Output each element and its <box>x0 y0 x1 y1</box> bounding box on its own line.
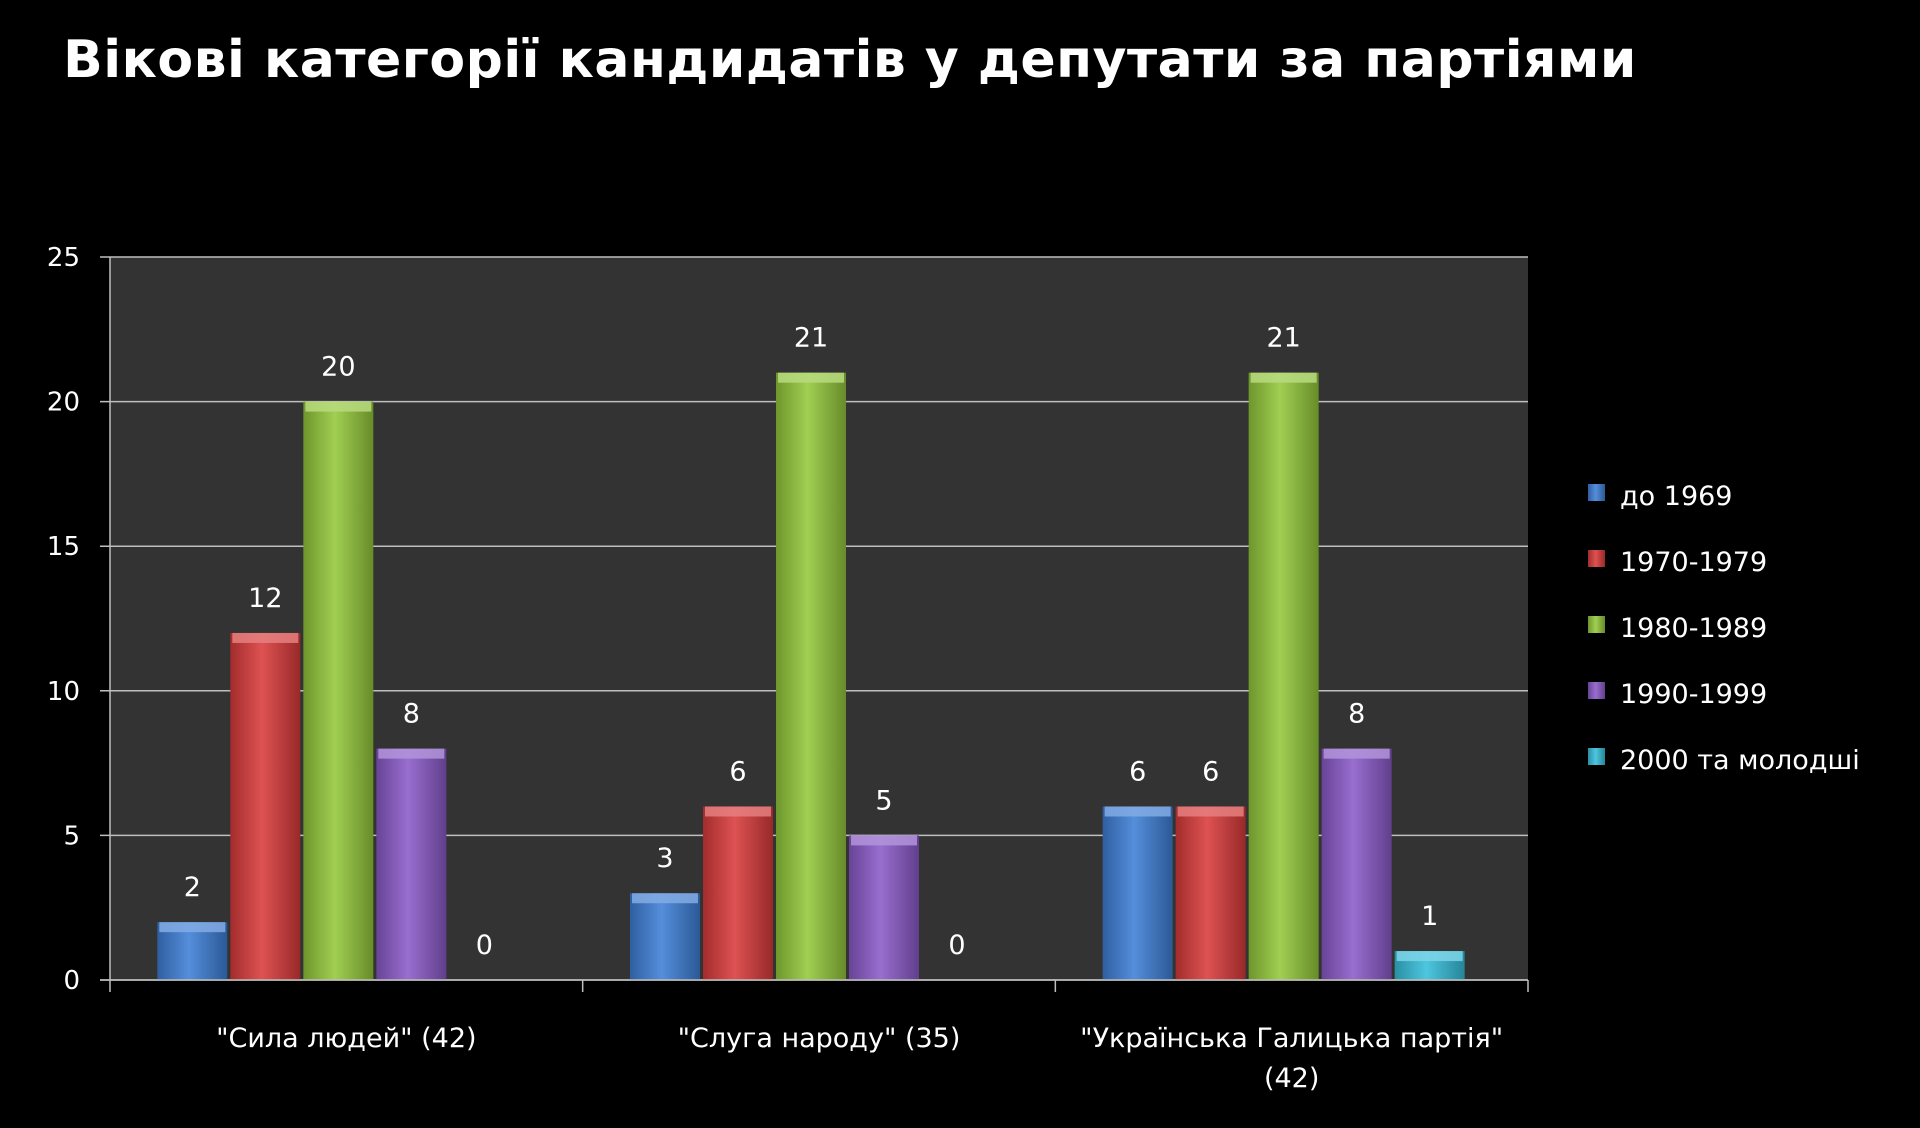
legend-label: 2000 та молодші <box>1620 745 1860 776</box>
chart-title: Вікові категорії кандидатів у депутати з… <box>63 30 1637 90</box>
bar <box>703 806 773 980</box>
bar <box>303 401 374 981</box>
y-tick-label: 20 <box>47 388 80 418</box>
bar <box>849 835 919 980</box>
bar-highlight <box>1104 806 1171 817</box>
y-tick-label: 15 <box>47 532 80 562</box>
data-label: 6 <box>1202 756 1219 787</box>
data-label: 6 <box>729 756 746 787</box>
bar <box>376 748 447 980</box>
y-tick-label: 10 <box>47 677 80 707</box>
data-label: 8 <box>1348 699 1365 730</box>
bar <box>776 372 846 980</box>
data-label: 6 <box>1129 756 1146 787</box>
data-label: 21 <box>794 323 828 354</box>
bar-highlight <box>1250 372 1317 383</box>
y-tick-label: 0 <box>63 966 80 996</box>
bar-highlight <box>705 806 771 817</box>
bar-highlight <box>305 401 372 412</box>
bar-highlight <box>232 632 299 643</box>
data-label: 8 <box>403 699 420 730</box>
data-label: 1 <box>1421 901 1438 932</box>
bar-highlight <box>1177 806 1244 817</box>
bar <box>630 893 700 980</box>
bar-highlight <box>1323 748 1390 759</box>
bar-highlight <box>1396 951 1463 962</box>
y-tick-label: 25 <box>47 243 80 273</box>
data-label: 5 <box>875 785 892 816</box>
legend-swatch <box>1588 550 1605 567</box>
legend-swatch <box>1588 616 1605 633</box>
legend-label: 1990-1999 <box>1620 679 1767 710</box>
data-label: 12 <box>248 583 282 614</box>
data-label: 3 <box>656 843 673 874</box>
data-label: 20 <box>321 352 355 383</box>
bar-highlight <box>851 835 917 846</box>
bar <box>1321 748 1392 980</box>
bar-highlight <box>378 748 445 759</box>
bar <box>1102 806 1173 980</box>
bar-highlight <box>632 893 698 904</box>
legend-swatch <box>1588 748 1605 765</box>
bar <box>1175 806 1246 980</box>
legend-label: 1970-1979 <box>1620 547 1767 578</box>
legend-swatch <box>1588 484 1605 501</box>
category-label: "Українська Галицька партія" <box>1080 1023 1503 1054</box>
legend-label: 1980-1989 <box>1620 613 1767 644</box>
data-label: 0 <box>948 930 965 961</box>
category-label: (42) <box>1264 1063 1319 1094</box>
data-label: 2 <box>184 872 201 903</box>
legend-swatch <box>1588 682 1605 699</box>
legend-label: до 1969 <box>1620 481 1732 512</box>
category-label: "Сила людей" (42) <box>216 1023 476 1054</box>
data-label: 21 <box>1266 323 1300 354</box>
bar-highlight <box>159 922 226 933</box>
bar-highlight <box>778 372 844 383</box>
legend: до 1969 1970-1979 1980-1989 1990-1999 2000 т… <box>1588 481 1860 776</box>
y-tick-label: 5 <box>63 821 80 851</box>
category-label: "Слуга народу" (35) <box>678 1023 961 1054</box>
data-label: 0 <box>476 930 493 961</box>
bar <box>1248 372 1319 980</box>
bar <box>230 632 301 980</box>
